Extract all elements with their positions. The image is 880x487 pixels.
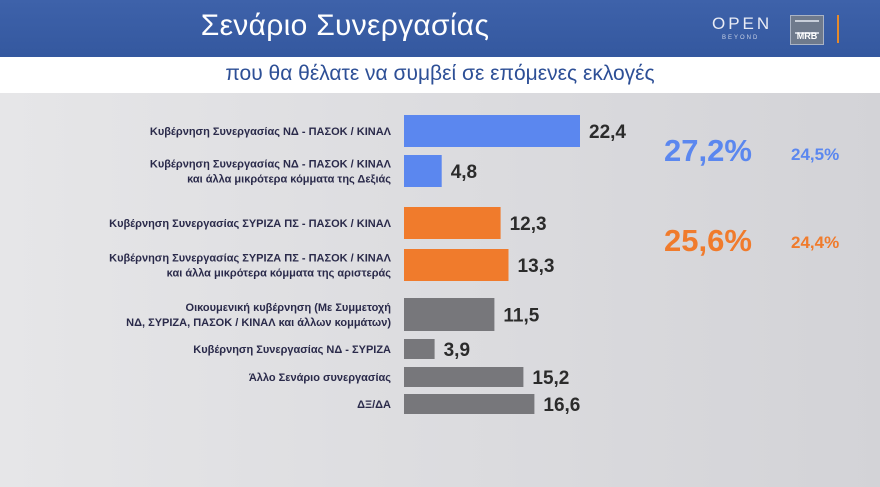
open-logo: OPEN (712, 14, 773, 33)
header-accent-divider (837, 15, 839, 43)
category-label-5-line-2: ΝΔ, ΣΥΡΙΖΑ, ΠΑΣΟΚ / ΚΙΝΑΛ και άλλων κομμ… (126, 317, 391, 329)
bar-value-label-8: 16,6 (543, 395, 580, 416)
bar-1 (404, 115, 580, 147)
bar-4 (404, 249, 509, 281)
bar-2 (404, 155, 442, 187)
open-logo-subtitle: BEYOND (722, 35, 760, 41)
bar-7 (404, 367, 524, 387)
blue-group-compare: 24,5% (791, 145, 840, 164)
bar-value-label-1: 22,4 (589, 122, 626, 143)
category-label-6-line-1: Κυβέρνηση Συνεργασίας ΝΔ - ΣΥΡΙΖΑ (193, 344, 391, 356)
subtitle-bar: που θα θέλατε να συμβεί σε επόμενες εκλο… (0, 57, 880, 93)
bar-5 (404, 298, 495, 331)
bar-value-label-3: 12,3 (510, 214, 547, 235)
category-label-4-line-2: και άλλα μικρότερα κόμματα της αριστεράς (167, 268, 392, 280)
category-label-1-line-1: Κυβέρνηση Συνεργασίας ΝΔ - ΠΑΣΟΚ / ΚΙΝΑΛ (150, 126, 392, 138)
chart-panel: 22,4 Κυβέρνηση Συνεργασίας ΝΔ - ΠΑΣΟΚ / Κ… (0, 93, 880, 487)
header-bar: Σενάριο Συνεργασίας OPEN BEYOND MRB (0, 0, 880, 57)
page-title: Σενάριο Συνεργασίας (200, 9, 490, 42)
orange-group-total: 25,6% (664, 223, 752, 258)
bar-value-label-2: 4,8 (451, 162, 477, 183)
mrb-logo-mark-icon (795, 20, 819, 34)
bar-value-label-7: 15,2 (532, 368, 569, 389)
bar-chart: 22,4 Κυβέρνηση Συνεργασίας ΝΔ - ΠΑΣΟΚ / Κ… (109, 115, 626, 416)
category-label-5-line-1: Οικουμενική κυβέρνηση (Με Συμμετοχή (186, 302, 392, 314)
category-label-3-line-1: Κυβέρνηση Συνεργασίας ΣΥΡΙΖΑ ΠΣ - ΠΑΣΟΚ … (109, 218, 392, 230)
bar-3 (404, 207, 501, 239)
bar-6 (404, 339, 435, 359)
mrb-logo-text: MRB (796, 31, 818, 41)
bar-8 (404, 394, 535, 414)
category-label-4-line-1: Κυβέρνηση Συνεργασίας ΣΥΡΙΖΑ ΠΣ - ΠΑΣΟΚ … (109, 253, 392, 265)
orange-group-compare: 24,4% (791, 233, 840, 252)
bar-value-label-4: 13,3 (518, 256, 555, 277)
bar-value-label-6: 3,9 (444, 340, 470, 361)
category-label-7-line-1: Άλλο Σενάριο συνεργασίας (249, 372, 391, 384)
blue-group-total: 27,2% (664, 133, 752, 168)
category-label-2-line-1: Κυβέρνηση Συνεργασίας ΝΔ - ΠΑΣΟΚ / ΚΙΝΑΛ (150, 159, 392, 171)
category-label-8-line-1: ΔΞ/ΔΑ (357, 399, 391, 411)
category-label-2-line-2: και άλλα μικρότερα κόμματα της Δεξιάς (187, 174, 391, 186)
bar-value-label-5: 11,5 (503, 306, 539, 327)
chart-subtitle: που θα θέλατε να συμβεί σε επόμενες εκλο… (225, 62, 655, 85)
mrb-logo: MRB (790, 15, 824, 45)
